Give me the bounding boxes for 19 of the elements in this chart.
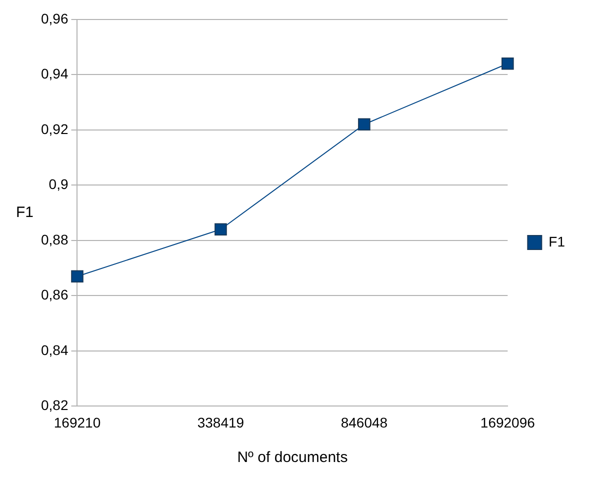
y-tick-label: 0,94 [41, 66, 68, 82]
point [214, 223, 227, 236]
y-axis-title: F1 [16, 204, 34, 221]
x-tick-label: 338419 [197, 414, 244, 430]
legend-label: F1 [548, 233, 566, 250]
point [502, 57, 514, 70]
point [358, 118, 370, 131]
x-tick-label: 169210 [54, 414, 101, 430]
y-tick-label: 0,92 [41, 120, 68, 137]
point [71, 270, 84, 283]
y-tick-label: 0,88 [41, 231, 68, 248]
y-tick-label: 0,86 [41, 286, 68, 303]
y-tick-label: 0,96 [41, 10, 68, 26]
y-tick-label: 0,82 [41, 397, 68, 414]
x-tick-label: 1692096 [480, 414, 536, 430]
y-tick-label: 0,9 [48, 176, 68, 192]
x-axis-title: Nº of documents [237, 449, 348, 466]
x-tick-label: 846048 [340, 414, 388, 430]
y-tick-label: 0,84 [41, 342, 68, 358]
